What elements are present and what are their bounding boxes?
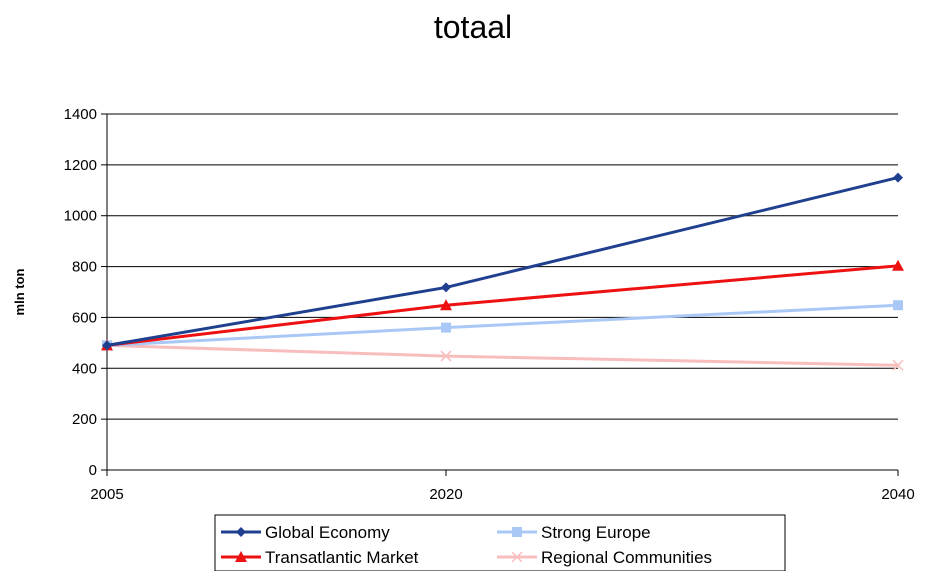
data-point-global-economy [102, 340, 112, 351]
y-axis-label: mln ton [12, 268, 27, 315]
tick-labels: 0 200 400 600 800 1000 1200 1400 2005 2020 2040 [64, 106, 915, 503]
y-tick-label: 1400 [64, 106, 97, 123]
x-marker-stroke [511, 551, 523, 563]
data-point-transatlantic-market [892, 259, 904, 271]
y-tick-label: 200 [72, 411, 97, 428]
series-line-transatlantic-market [106, 264, 899, 347]
x-marker-stroke [892, 359, 904, 371]
data-point-strong-europe [441, 322, 451, 333]
y-tick-label: 800 [72, 259, 97, 276]
legend-swatch-marker [511, 551, 523, 563]
axes [101, 113, 899, 476]
gridlines [107, 113, 898, 420]
x-marker-stroke [440, 350, 452, 362]
data-point-transatlantic-market [440, 299, 452, 311]
y-tick-label: 0 [89, 462, 97, 479]
series-regional-communities [101, 339, 904, 371]
legend-label: Regional Communities [541, 548, 712, 567]
x-tick-label: 2020 [429, 486, 462, 503]
series-transatlantic-market [101, 259, 904, 351]
legend-label: Global Economy [265, 523, 390, 542]
data-point-global-economy [893, 172, 903, 183]
legend-swatch-marker [236, 527, 246, 537]
legend-swatch-marker [235, 551, 247, 562]
chart-title: totaal [434, 9, 512, 45]
series-lines [101, 172, 904, 371]
legend-entry: Regional Communities [497, 548, 712, 567]
legend-label: Transatlantic Market [265, 548, 419, 567]
data-point-global-economy [441, 282, 451, 293]
series-line-global-economy [106, 176, 899, 347]
legend-swatch-marker [512, 527, 522, 537]
series-line-regional-communities [106, 343, 899, 367]
y-tick-label: 1000 [64, 208, 97, 225]
x-tick-label: 2040 [881, 486, 914, 503]
legend-label: Strong Europe [541, 523, 651, 542]
legend: Global Economy Strong Europe Transatlantic… [214, 514, 786, 572]
legend-entry: Global Economy [221, 523, 390, 542]
y-tick-label: 400 [72, 360, 97, 377]
legend-box [214, 514, 786, 572]
legend-entry: Transatlantic Market [221, 548, 419, 567]
data-point-regional-communities [440, 350, 452, 362]
y-tick-label: 1200 [64, 157, 97, 174]
x-tick-label: 2005 [90, 486, 123, 503]
y-tick-label: 600 [72, 309, 97, 326]
series-global-economy [102, 172, 903, 351]
data-point-regional-communities [892, 359, 904, 371]
legend-entry: Strong Europe [497, 523, 651, 542]
data-point-strong-europe [893, 300, 903, 311]
